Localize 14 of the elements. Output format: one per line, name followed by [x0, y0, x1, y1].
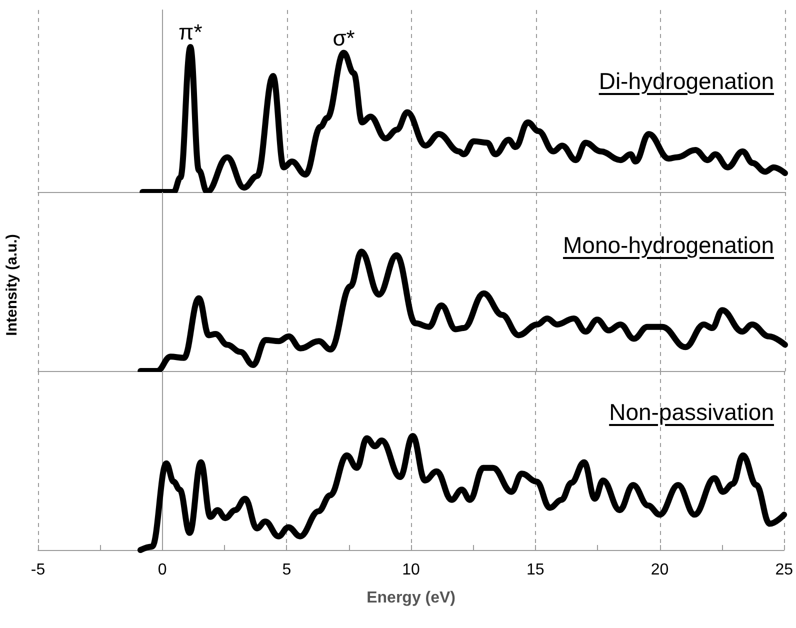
text: Mono-hydrogenation [563, 232, 774, 259]
x-tick-label: 0 [158, 562, 167, 578]
x-tick-label: 15 [526, 562, 544, 578]
x-axis-title: Energy (eV) [366, 590, 456, 606]
series-label: Non-passivation [609, 399, 774, 426]
x-tick-label: -5 [30, 562, 46, 578]
x-tick-label: 5 [282, 562, 292, 578]
y-axis-title: Intensity (a.u.) [4, 234, 20, 336]
annotation: σ* [332, 25, 356, 50]
x-tick-label: 10 [402, 562, 420, 578]
annotation: π* [178, 19, 203, 44]
x-tick-label: 20 [650, 562, 669, 578]
x-tick-label: 25 [775, 562, 794, 578]
text: Di-hydrogenation [598, 68, 774, 95]
